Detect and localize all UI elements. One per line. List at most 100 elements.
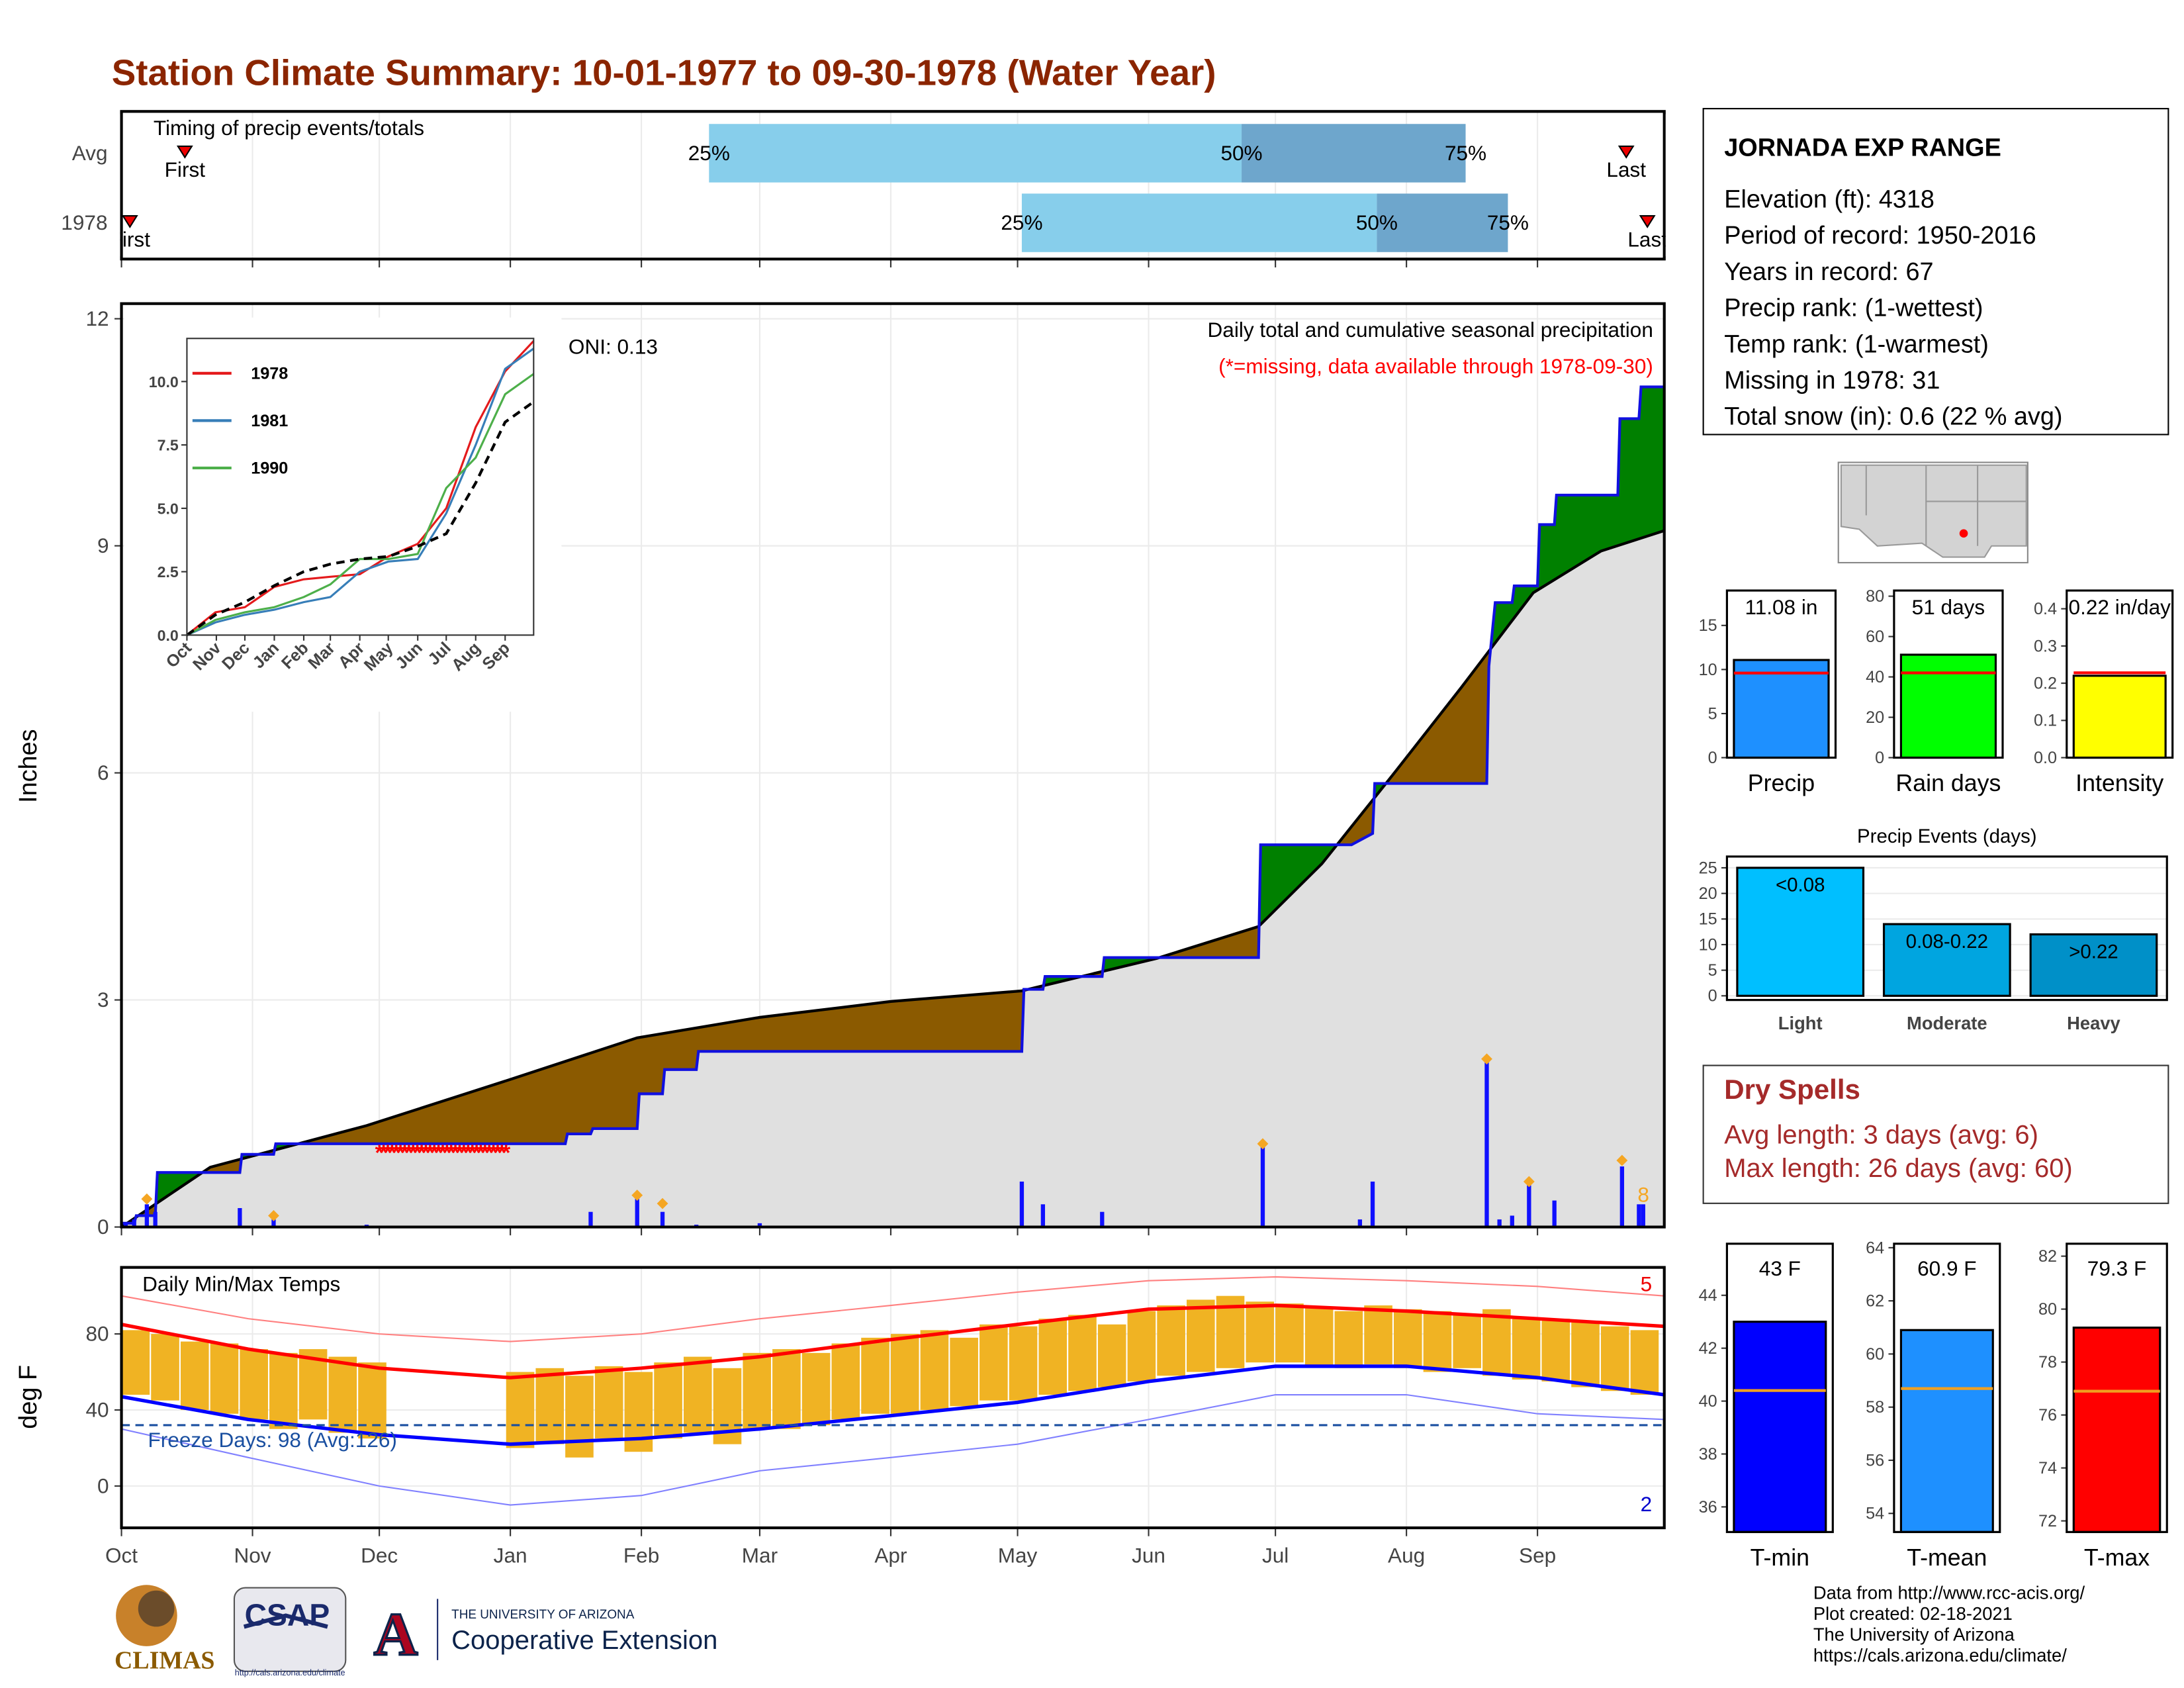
event-label: Last xyxy=(1627,227,1667,251)
temp-range-bar xyxy=(1246,1301,1275,1363)
missing-marker: * xyxy=(489,1141,498,1166)
daily-bar xyxy=(153,1211,158,1227)
record-count: 8 xyxy=(1637,1183,1649,1207)
record-low-count: 2 xyxy=(1641,1492,1653,1516)
temp-range-bar xyxy=(772,1349,801,1429)
value-label: 60.9 F xyxy=(1917,1256,1976,1280)
quantile-label: 75% xyxy=(1445,141,1486,165)
station-dot xyxy=(1959,529,1968,538)
temp-range-bar xyxy=(594,1366,623,1439)
y-tick-label: 0 xyxy=(1708,749,1717,767)
x-tick-label: May xyxy=(998,1544,1038,1568)
missing-marker: * xyxy=(498,1141,507,1166)
y-axis-label: deg F xyxy=(15,1365,42,1429)
normal-min-line xyxy=(121,1364,1665,1446)
missing-marker: * xyxy=(388,1141,397,1166)
y-tick-label: 82 xyxy=(2038,1247,2057,1266)
y-tick-label: 60 xyxy=(1866,1345,1884,1364)
bar-name: T-mean xyxy=(1907,1544,1987,1571)
panel-label: Daily Min/Max Temps xyxy=(142,1272,340,1295)
station-info: Total snow (in): 0.6 (22 % avg) xyxy=(1724,403,2062,431)
panel-frame xyxy=(2066,1243,2168,1533)
missing-marker: * xyxy=(485,1141,494,1166)
inset-line xyxy=(186,340,535,636)
y-tick-label: 0.1 xyxy=(2034,712,2057,730)
y-tick-label: 60 xyxy=(1866,628,1884,646)
y-tick-label: 42 xyxy=(1699,1339,1717,1358)
y-tick-label: 10 xyxy=(1699,935,1717,954)
missing-marker: * xyxy=(426,1141,435,1166)
csap-icon xyxy=(233,1587,347,1672)
x-tick-label: Feb xyxy=(623,1544,659,1568)
temp-range-bar xyxy=(328,1356,357,1433)
temp-range-bar xyxy=(1068,1315,1097,1391)
y-tick-label: 0 xyxy=(97,1215,109,1239)
bar-name: T-max xyxy=(2084,1544,2150,1571)
daily-bar xyxy=(1527,1185,1531,1227)
row-label: Avg xyxy=(72,141,108,165)
bar-25-50 xyxy=(709,124,1242,183)
y-tick-label: 0.0 xyxy=(2034,749,2057,767)
x-tick-label: Sep xyxy=(1519,1544,1556,1568)
bar-name: T-min xyxy=(1751,1544,1809,1571)
footer-line: https://cals.arizona.edu/climate/ xyxy=(1813,1645,2067,1665)
daily-bar xyxy=(660,1211,665,1227)
row-label: 1978 xyxy=(61,211,107,234)
station-box xyxy=(1702,108,2169,436)
daily-bar xyxy=(757,1223,762,1227)
x-tick-label: Apr xyxy=(874,1544,907,1568)
common-area xyxy=(121,530,1664,1227)
daily-bar xyxy=(1370,1181,1375,1227)
daily-bar xyxy=(1260,1143,1265,1227)
y-tick-label: 56 xyxy=(1866,1451,1884,1470)
daily-bar xyxy=(588,1211,593,1227)
x-tick-label: Light xyxy=(1778,1013,1823,1033)
value-label: 11.08 in xyxy=(1745,595,1817,619)
value-label: 0.22 in/day xyxy=(2069,595,2171,619)
footer-line: The University of Arizona xyxy=(1813,1624,2015,1644)
daily-bar xyxy=(271,1219,276,1227)
temp-range-bar xyxy=(121,1330,150,1395)
y-tick-label: 0.2 xyxy=(2034,675,2057,693)
logos xyxy=(116,1585,439,1672)
station-info: Period of record: 1950-2016 xyxy=(1724,222,2036,250)
y-tick-label: 5 xyxy=(1708,961,1717,980)
y-tick-label: 80 xyxy=(1866,587,1884,606)
y-tick-label: 74 xyxy=(2038,1459,2057,1477)
x-tick-label: Mar xyxy=(742,1544,778,1568)
temp-range-bar xyxy=(535,1368,565,1444)
temp-range-bar xyxy=(979,1324,1008,1401)
temp-range-bar xyxy=(1334,1311,1363,1368)
inset-line xyxy=(186,348,535,636)
record-marker xyxy=(268,1210,279,1221)
average-line xyxy=(120,529,1665,1229)
y-tick-label: 64 xyxy=(1866,1239,1884,1257)
y-tick-label: 44 xyxy=(1699,1286,1717,1305)
ua-icon-bg xyxy=(365,1599,427,1660)
y-tick-label: 40 xyxy=(86,1398,109,1422)
x-tick-label: Heavy xyxy=(2067,1013,2120,1033)
temp-range-bar xyxy=(1423,1311,1452,1372)
daily-bar xyxy=(1019,1181,1024,1227)
panel-frame xyxy=(120,1266,1666,1530)
missing-marker: * xyxy=(375,1141,385,1166)
daily-bar xyxy=(1040,1204,1046,1227)
missing-marker: * xyxy=(383,1141,392,1166)
quantile-label: 75% xyxy=(1487,211,1529,234)
edge-mask xyxy=(1665,114,1701,257)
missing-marker: * xyxy=(477,1141,486,1166)
ua-logo: A xyxy=(374,1601,418,1669)
temp-range-bar xyxy=(1600,1326,1629,1391)
temp-range-bar xyxy=(1304,1307,1334,1366)
temp-range-bar xyxy=(683,1356,712,1433)
y-tick-label: 0.3 xyxy=(2034,637,2057,655)
event-value-label: >0.22 xyxy=(2069,941,2118,962)
daily-bar xyxy=(123,1223,128,1227)
value-bar xyxy=(1899,653,1997,759)
y-tick-label: 20 xyxy=(1699,884,1717,903)
location-map xyxy=(1837,461,2028,564)
panel-frame xyxy=(120,302,1666,1229)
value-label: 43 F xyxy=(1759,1256,1801,1280)
footer-line: Plot created: 02-18-2021 xyxy=(1813,1603,2013,1624)
